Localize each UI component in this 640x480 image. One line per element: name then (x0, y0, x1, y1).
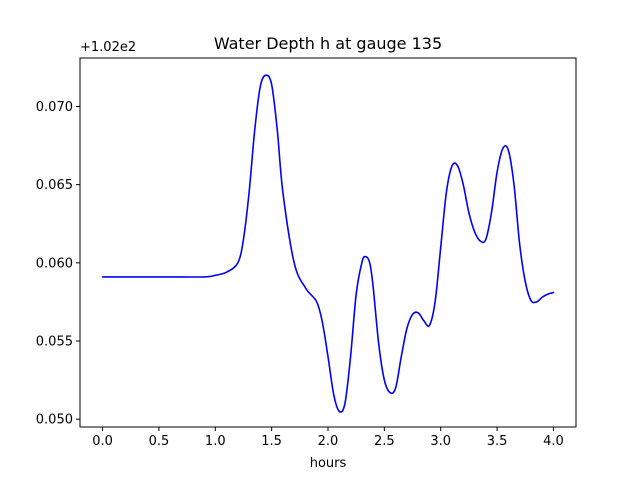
ticks-layer: 0.0 0.5 1.0 1.5 2.0 2.5 3.0 3.5 4.0 0.050 0.055 0.0… (36, 100, 564, 449)
y-offset-label: +1.02e2 (80, 40, 136, 55)
x-tick-label: 3.0 (430, 434, 451, 449)
x-tick-label: 0.0 (92, 434, 113, 449)
x-tick-label: 0.5 (149, 434, 170, 449)
plot-layer (101, 74, 555, 413)
x-tick-label: 2.5 (374, 434, 395, 449)
x-tick-label: 4.0 (543, 434, 564, 449)
chart-title: Water Depth h at gauge 135 (214, 34, 442, 53)
x-tick-label: 2.0 (318, 434, 339, 449)
y-tick-label: 0.060 (36, 256, 73, 271)
series-line-0 (101, 74, 555, 413)
x-tick-label: 1.0 (205, 434, 226, 449)
x-tick-label: 3.5 (487, 434, 508, 449)
x-axis-label: hours (310, 456, 347, 471)
plot-frame (79, 57, 577, 428)
y-tick-label: 0.070 (36, 100, 73, 115)
y-tick-label: 0.065 (36, 178, 73, 193)
x-tick-label: 1.5 (261, 434, 282, 449)
y-tick-label: 0.050 (36, 413, 73, 428)
y-tick-label: 0.055 (36, 335, 73, 350)
